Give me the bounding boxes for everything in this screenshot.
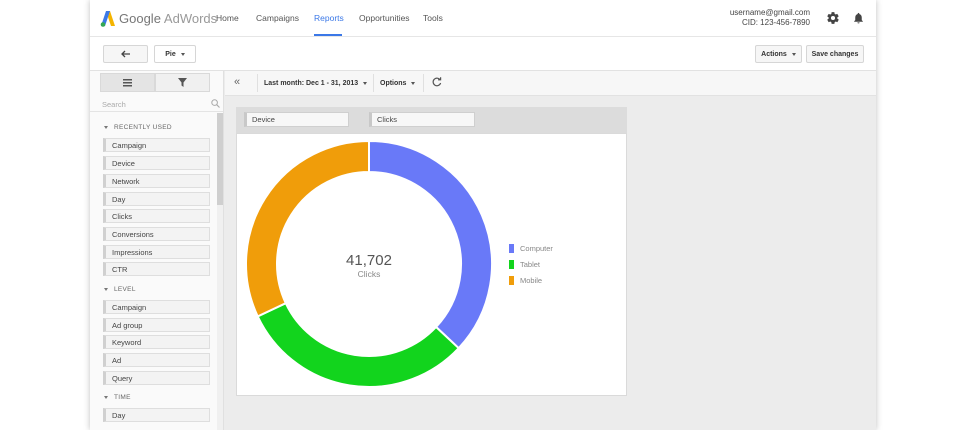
search-box: [90, 96, 223, 112]
logo-google-text: Google: [119, 10, 161, 26]
chart-card: 41,702 Clicks Computer Tablet Mobile: [236, 133, 627, 396]
double-chevron-left-icon[interactable]: «: [234, 76, 241, 88]
chart-type-select[interactable]: Pie: [154, 45, 196, 63]
report-options-bar: « Last month: Dec 1 - 31, 2013 Options: [225, 71, 876, 96]
triangle-down-icon: [104, 396, 108, 399]
dimension-field[interactable]: Device: [244, 112, 349, 127]
field-chip-day[interactable]: Day: [103, 192, 210, 206]
scroll-thumb[interactable]: [217, 113, 223, 205]
section-title: RECENTLY USED: [114, 124, 172, 131]
field-chip-ctr[interactable]: CTR: [103, 262, 210, 276]
nav-tools[interactable]: Tools: [423, 13, 443, 23]
table-icon: [123, 78, 132, 86]
donut-slice-computer[interactable]: [368, 139, 493, 350]
legend-swatch: [509, 244, 514, 253]
field-chip-day[interactable]: Day: [103, 408, 210, 422]
search-icon[interactable]: [211, 99, 220, 108]
chevron-down-icon: [180, 52, 185, 56]
section-time[interactable]: TIME: [104, 394, 131, 401]
filter-icon: [178, 78, 187, 87]
legend-label: Tablet: [520, 260, 541, 269]
triangle-down-icon: [104, 288, 108, 291]
field-chip-campaign[interactable]: Campaign: [103, 138, 210, 152]
save-changes-button[interactable]: Save changes: [806, 45, 864, 63]
account-info[interactable]: username@gmail.com CID: 123-456-7890: [730, 8, 810, 28]
legend-item-mobile[interactable]: Mobile: [509, 276, 542, 285]
field-chip-ad-group[interactable]: Ad group: [103, 318, 210, 332]
donut-center-value: 41,702: [346, 252, 392, 269]
options-label: Options: [380, 79, 407, 87]
legend-swatch: [509, 260, 514, 269]
date-range-value: Last month: Dec 1 - 31, 2013: [264, 79, 359, 87]
field-chip-clicks[interactable]: Clicks: [103, 209, 210, 223]
metric-field[interactable]: Clicks: [369, 112, 475, 127]
logo-product-text: AdWords: [163, 10, 218, 26]
tab-columns[interactable]: [100, 73, 155, 92]
bell-icon[interactable]: [852, 11, 865, 25]
refresh-icon[interactable]: [432, 77, 442, 87]
legend-item-computer[interactable]: Computer: [509, 244, 553, 253]
active-tab-indicator: [314, 34, 342, 36]
nav-home[interactable]: Home: [216, 13, 239, 23]
donut-center-label: Clicks: [357, 269, 381, 279]
donut-slice-tablet[interactable]: [256, 301, 461, 388]
report-toolbar: Pie Actions Save changes: [90, 37, 876, 71]
account-cid: CID: 123-456-7890: [741, 18, 810, 27]
field-chip-ad[interactable]: Ad: [103, 353, 210, 367]
triangle-down-icon: [104, 126, 108, 129]
chevron-down-icon: [791, 52, 796, 56]
chart-type-value: Pie: [165, 50, 176, 58]
panel-scrollbar[interactable]: [217, 113, 223, 430]
panel-tabs: [100, 73, 210, 92]
section-recently-used[interactable]: RECENTLY USED: [104, 124, 172, 131]
date-range-select[interactable]: Last month: Dec 1 - 31, 2013: [257, 74, 375, 92]
adwords-logo-icon: [100, 10, 115, 27]
gear-icon[interactable]: [826, 11, 840, 25]
chart-field-strip: Device Clicks: [236, 107, 627, 133]
field-chip-impressions[interactable]: Impressions: [103, 245, 210, 259]
top-navigation: Google AdWords Home Campaigns Reports Op…: [90, 0, 876, 37]
tab-filters[interactable]: [155, 73, 210, 92]
back-arrow-icon: [120, 50, 130, 58]
legend-swatch: [509, 276, 514, 285]
options-select[interactable]: Options: [372, 74, 425, 92]
section-level[interactable]: LEVEL: [104, 286, 136, 293]
adwords-window: Google AdWords Home Campaigns Reports Op…: [90, 0, 876, 430]
column-picker-panel: RECENTLY USED Campaign Device Network Da…: [90, 71, 224, 430]
chevron-down-icon: [363, 81, 368, 85]
donut-slice-mobile[interactable]: [245, 139, 370, 318]
legend-label: Computer: [520, 244, 553, 253]
actions-label: Actions: [761, 50, 787, 58]
account-email: username@gmail.com: [729, 8, 810, 17]
section-title: TIME: [114, 394, 131, 401]
legend-item-tablet[interactable]: Tablet: [509, 260, 540, 269]
actions-button[interactable]: Actions: [755, 45, 802, 63]
field-chip-network[interactable]: Network: [103, 174, 210, 188]
back-button[interactable]: [103, 45, 148, 63]
field-chip-conversions[interactable]: Conversions: [103, 227, 210, 241]
nav-opportunities[interactable]: Opportunities: [359, 13, 410, 23]
field-chip-device[interactable]: Device: [103, 156, 210, 170]
donut-chart: [245, 139, 493, 388]
search-input[interactable]: [102, 97, 202, 111]
nav-campaigns[interactable]: Campaigns: [256, 13, 299, 23]
chevron-down-icon: [411, 81, 416, 85]
field-chip-query[interactable]: Query: [103, 371, 210, 385]
adwords-logo[interactable]: Google AdWords: [100, 8, 217, 28]
field-chip-keyword[interactable]: Keyword: [103, 335, 210, 349]
section-title: LEVEL: [114, 286, 136, 293]
legend-label: Mobile: [520, 276, 543, 285]
field-chip-campaign[interactable]: Campaign: [103, 300, 210, 314]
nav-reports[interactable]: Reports: [314, 13, 344, 23]
